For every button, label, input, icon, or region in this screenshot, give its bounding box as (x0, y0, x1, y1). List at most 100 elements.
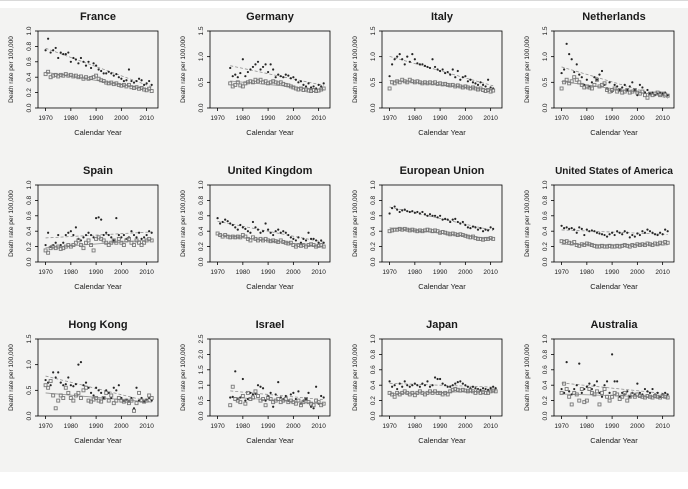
x-tick-label: 1980 (64, 115, 79, 122)
data-point-dot (140, 238, 142, 240)
data-point-dot (264, 222, 266, 224)
data-point-square (580, 388, 583, 391)
data-point-dot (254, 226, 256, 228)
data-point-square (229, 82, 232, 85)
data-point-dot (103, 397, 105, 399)
data-point-dot (442, 383, 444, 385)
x-tick-label: 1980 (64, 269, 79, 276)
data-point-dot (566, 361, 568, 363)
y-tick-label: 0.0 (370, 103, 377, 112)
data-point-dot (259, 232, 261, 234)
data-point-dot (388, 75, 390, 77)
data-point-dot (598, 74, 600, 76)
data-point-dot (229, 396, 231, 398)
data-point-dot (439, 70, 441, 72)
data-point-dot (464, 384, 466, 386)
data-point-square (666, 241, 669, 244)
data-point-dot (651, 232, 653, 234)
data-point-dot (396, 209, 398, 211)
x-tick-label: 1980 (236, 423, 251, 430)
data-point-square (47, 386, 50, 389)
data-point-dot (227, 220, 229, 222)
y-tick-label: 0.6 (370, 365, 377, 374)
data-point-dot (305, 85, 307, 87)
data-point-dot (462, 76, 464, 78)
data-point-dot (447, 71, 449, 73)
data-point-dot (320, 239, 322, 241)
data-point-dot (616, 230, 618, 232)
x-tick-label: 2010 (655, 269, 670, 276)
data-point-square (229, 404, 232, 407)
data-point-square (595, 390, 598, 393)
points-series1 (560, 43, 668, 97)
data-point-dot (305, 398, 307, 400)
data-point-dot (391, 386, 393, 388)
data-point-dot (399, 211, 401, 213)
data-point-dot (103, 234, 105, 236)
data-point-square (138, 391, 141, 394)
data-point-square (297, 399, 300, 402)
data-point-dot (454, 76, 456, 78)
y-tick-label: 0.0 (198, 257, 205, 266)
y-tick-label: 0.4 (26, 226, 33, 235)
x-tick-label: 1970 (554, 269, 569, 276)
data-point-dot (474, 82, 476, 84)
data-point-dot (603, 384, 605, 386)
data-point-dot (421, 63, 423, 65)
x-tick-label: 1990 (89, 269, 104, 276)
data-point-square (47, 70, 50, 73)
data-point-dot (146, 234, 148, 236)
data-point-dot (641, 86, 643, 88)
data-point-dot (611, 353, 613, 355)
data-point-dot (254, 63, 256, 65)
data-point-dot (57, 57, 59, 59)
data-point-dot (626, 232, 628, 234)
data-point-dot (108, 234, 110, 236)
data-point-dot (482, 387, 484, 389)
data-point-dot (654, 233, 656, 235)
data-point-square (231, 385, 234, 388)
data-point-dot (646, 89, 648, 91)
data-point-dot (401, 386, 403, 388)
y-axis-label: Death rate per 100,000 (180, 36, 187, 103)
data-point-dot (123, 80, 125, 82)
data-point-dot (295, 79, 297, 81)
y-axis-label: Death rate per 100,000 (8, 190, 15, 257)
data-point-dot (601, 233, 603, 235)
data-point-dot (87, 232, 89, 234)
data-point-dot (399, 53, 401, 55)
y-tick-label: 0.4 (26, 72, 33, 81)
y-tick-label: 0.2 (26, 88, 33, 97)
data-point-dot (110, 236, 112, 238)
data-point-dot (90, 67, 92, 69)
data-point-dot (70, 61, 72, 63)
data-point-dot (290, 77, 292, 79)
data-point-dot (95, 65, 97, 67)
data-point-dot (95, 387, 97, 389)
data-point-dot (411, 384, 413, 386)
data-point-dot (571, 58, 573, 60)
data-point-dot (452, 68, 454, 70)
x-tick-label: 1980 (580, 115, 595, 122)
data-point-dot (57, 234, 59, 236)
x-tick-label: 1990 (261, 269, 276, 276)
data-point-dot (421, 211, 423, 213)
x-tick-label: 1980 (64, 423, 79, 430)
data-point-dot (457, 70, 459, 72)
x-tick-label: 1970 (210, 115, 225, 122)
y-tick-label: 0.0 (26, 411, 33, 420)
data-point-dot (591, 229, 593, 231)
data-point-dot (616, 380, 618, 382)
data-point-dot (394, 384, 396, 386)
y-tick-label: 0.4 (370, 226, 377, 235)
data-point-dot (140, 79, 142, 81)
data-point-dot (484, 85, 486, 87)
data-point-dot (285, 395, 287, 397)
data-point-dot (222, 221, 224, 223)
y-tick-label: 0.5 (198, 77, 205, 86)
x-axis-label: Calendar Year (590, 282, 638, 291)
data-point-dot (47, 38, 49, 40)
data-point-dot (429, 213, 431, 215)
data-point-dot (576, 232, 578, 234)
